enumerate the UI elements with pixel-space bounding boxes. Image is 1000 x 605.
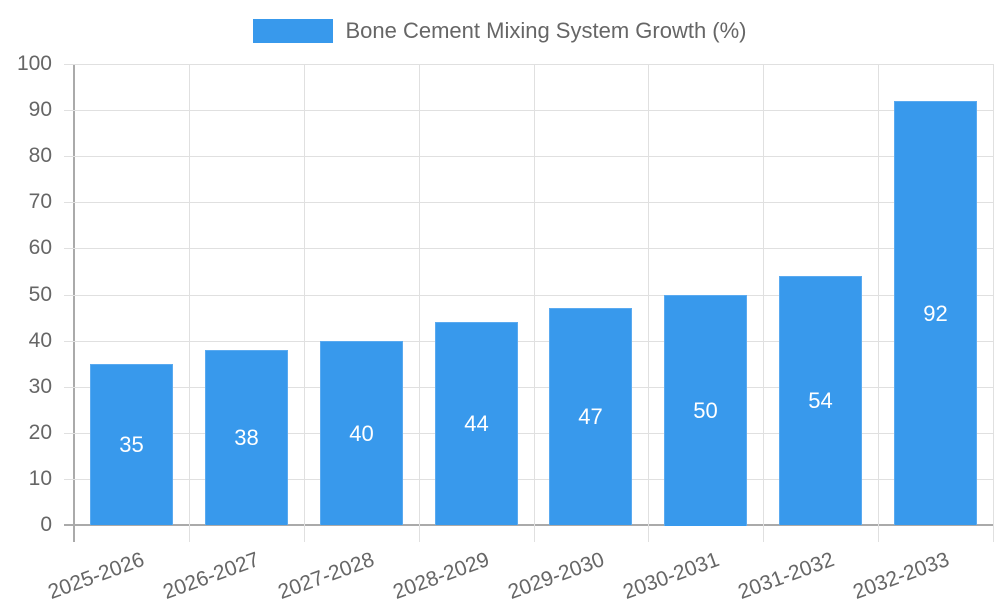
y-tick-label: 60 — [28, 236, 52, 259]
y-gridline — [64, 479, 993, 480]
legend-label: Bone Cement Mixing System Growth (%) — [345, 18, 747, 43]
x-tick-label: 2031-2032 — [734, 548, 837, 604]
x-tick-label: 2029-2030 — [504, 548, 607, 604]
bar-2025-2026[interactable]: 35 — [90, 364, 173, 525]
x-gridline — [878, 64, 879, 542]
bar-value-label: 40 — [349, 420, 374, 446]
bar-2026-2027[interactable]: 38 — [205, 350, 288, 525]
y-gridline — [64, 156, 993, 157]
x-gridline — [304, 64, 305, 542]
y-gridline — [64, 110, 993, 111]
x-gridline — [648, 64, 649, 542]
y-tick-label: 10 — [28, 467, 52, 490]
x-tick-label: 2027-2028 — [274, 548, 377, 604]
y-tick-label: 80 — [28, 144, 52, 167]
y-tick-label: 40 — [28, 329, 52, 352]
y-tick-label: 30 — [28, 375, 52, 398]
bar-2028-2029[interactable]: 44 — [435, 322, 518, 525]
bar-value-label: 44 — [464, 411, 489, 436]
x-tick-label: 2030-2031 — [619, 548, 722, 604]
y-tick-label: 50 — [28, 283, 52, 306]
x-tick-label: 2028-2029 — [389, 548, 492, 604]
bar-value-label: 47 — [578, 404, 603, 429]
x-gridline — [189, 64, 190, 542]
y-axis-line — [73, 64, 75, 542]
bar-2031-2032[interactable]: 54 — [779, 276, 862, 525]
x-gridline — [763, 64, 764, 542]
y-tick-label: 100 — [16, 52, 52, 75]
bar-value-label: 54 — [808, 388, 833, 413]
y-gridline — [64, 387, 993, 388]
bar-value-label: 92 — [923, 300, 948, 326]
x-gridline — [419, 64, 420, 542]
x-axis-line — [64, 524, 993, 526]
bar-value-label: 38 — [234, 425, 259, 450]
legend-swatch — [253, 19, 334, 43]
y-tick-label: 90 — [28, 98, 52, 121]
x-tick-label: 2026-2027 — [159, 548, 262, 604]
x-tick-label: 2032-2033 — [849, 548, 952, 604]
y-gridline — [64, 248, 993, 249]
y-gridline — [64, 202, 993, 203]
x-gridline — [534, 64, 535, 542]
x-gridline — [993, 64, 994, 542]
y-gridline — [64, 295, 993, 296]
y-tick-label: 0 — [40, 513, 52, 536]
bar-2032-2033[interactable]: 92 — [894, 101, 977, 525]
y-gridline — [64, 341, 993, 342]
bar-2029-2030[interactable]: 47 — [549, 308, 632, 525]
bar-value-label: 50 — [693, 398, 718, 423]
chart-legend[interactable]: Bone Cement Mixing System Growth (%) — [0, 18, 1000, 44]
bar-2027-2028[interactable]: 40 — [320, 341, 403, 525]
x-tick-label: 2025-2026 — [44, 548, 147, 604]
y-tick-label: 20 — [28, 421, 52, 444]
y-tick-label: 70 — [28, 190, 52, 213]
bar-value-label: 35 — [119, 432, 144, 457]
bar-2030-2031[interactable]: 50 — [664, 295, 747, 526]
y-gridline — [64, 433, 993, 434]
y-gridline — [64, 64, 993, 65]
